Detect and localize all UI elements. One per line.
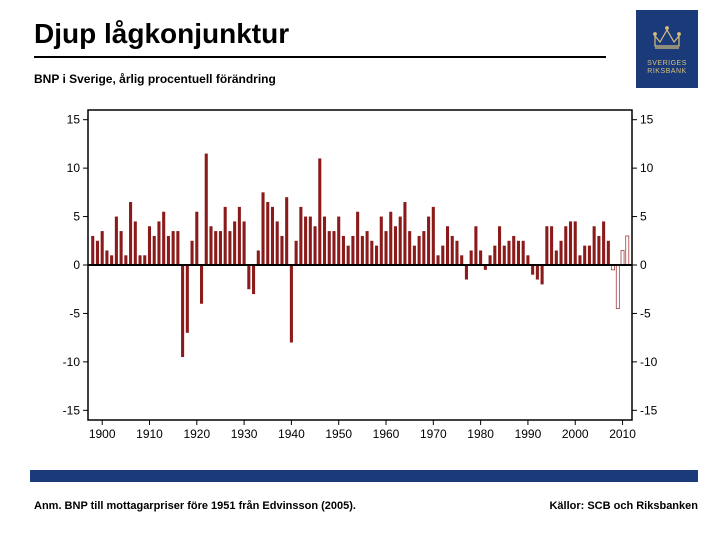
chart-svg: -15 -15 -10 -10 -5 -5 0 0 5 5 10 10 15 15 1900 1910 1920… [40,100,680,450]
svg-text:1940: 1940 [278,427,305,441]
svg-text:-10: -10 [640,355,658,369]
svg-text:15: 15 [640,113,654,127]
logo-text-2: RIKSBANK [647,68,686,75]
svg-text:15: 15 [67,113,81,127]
svg-text:2010: 2010 [609,427,636,441]
subtitle: BNP i Sverige, årlig procentuell förändr… [34,72,276,86]
svg-text:1930: 1930 [231,427,258,441]
title-underline [34,56,606,58]
svg-text:5: 5 [73,210,80,224]
svg-text:1960: 1960 [373,427,400,441]
svg-text:2000: 2000 [562,427,589,441]
svg-text:-15: -15 [640,403,658,417]
page-title: Djup lågkonjunktur [34,18,289,50]
svg-text:-10: -10 [63,355,81,369]
riksbank-logo: SVERIGES RIKSBANK [636,10,698,88]
gdp-chart: -15 -15 -10 -10 -5 -5 0 0 5 5 10 10 15 15 1900 1910 1920… [40,100,680,450]
svg-text:0: 0 [73,258,80,272]
svg-text:1920: 1920 [183,427,210,441]
svg-text:-15: -15 [63,403,81,417]
svg-text:1990: 1990 [515,427,542,441]
svg-text:10: 10 [640,161,654,175]
svg-text:1900: 1900 [89,427,116,441]
svg-text:1970: 1970 [420,427,447,441]
logo-text-1: SVERIGES [647,60,687,67]
svg-text:5: 5 [640,210,647,224]
svg-text:10: 10 [67,161,81,175]
divider-bar [30,470,698,482]
svg-text:0: 0 [640,258,647,272]
svg-text:-5: -5 [640,306,651,320]
footnote: Anm. BNP till mottagarpriser före 1951 f… [34,500,356,512]
sources: Källor: SCB och Riksbanken [549,500,698,512]
svg-text:1980: 1980 [467,427,494,441]
svg-text:1910: 1910 [136,427,163,441]
crown-icon [650,22,684,56]
svg-text:1950: 1950 [325,427,352,441]
svg-text:-5: -5 [69,306,80,320]
